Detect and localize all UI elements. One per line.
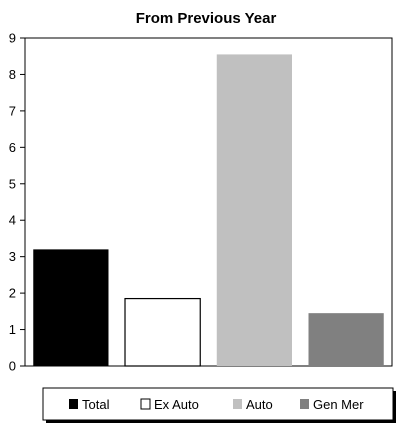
legend: Total Ex Auto Auto Gen Mer — [42, 387, 396, 423]
y-tick-label: 8 — [9, 67, 16, 82]
y-tick-label: 1 — [9, 322, 16, 337]
bar-ex-auto — [124, 297, 201, 367]
legend-swatch-auto — [233, 399, 242, 409]
legend-label-ex-auto: Ex Auto — [154, 397, 199, 412]
legend-swatch-gen-mer — [300, 399, 309, 409]
legend-swatch-total — [69, 399, 78, 409]
y-tick-label: 7 — [9, 103, 16, 118]
legend-swatch-ex-auto — [140, 398, 151, 410]
bar-gen-mer — [308, 313, 384, 366]
chart-title: From Previous Year — [136, 10, 277, 27]
y-tick-label: 5 — [9, 176, 16, 191]
plot-area: 0 1 2 3 4 5 6 7 8 9 — [9, 31, 393, 374]
bar-auto — [216, 54, 292, 367]
legend-box — [42, 387, 394, 421]
legend-label-gen-mer: Gen Mer — [313, 397, 364, 412]
y-tick-label: 2 — [9, 286, 16, 301]
y-tick-label: 9 — [9, 31, 16, 46]
legend-label-total: Total — [82, 397, 110, 412]
y-tick-label: 6 — [9, 140, 16, 155]
plot-frame — [24, 37, 393, 367]
y-tick-label: 0 — [9, 359, 16, 374]
y-tick-label: 3 — [9, 249, 16, 264]
bar-total — [33, 249, 109, 366]
legend-label-auto: Auto — [246, 397, 273, 412]
y-tick-label: 4 — [9, 213, 16, 228]
